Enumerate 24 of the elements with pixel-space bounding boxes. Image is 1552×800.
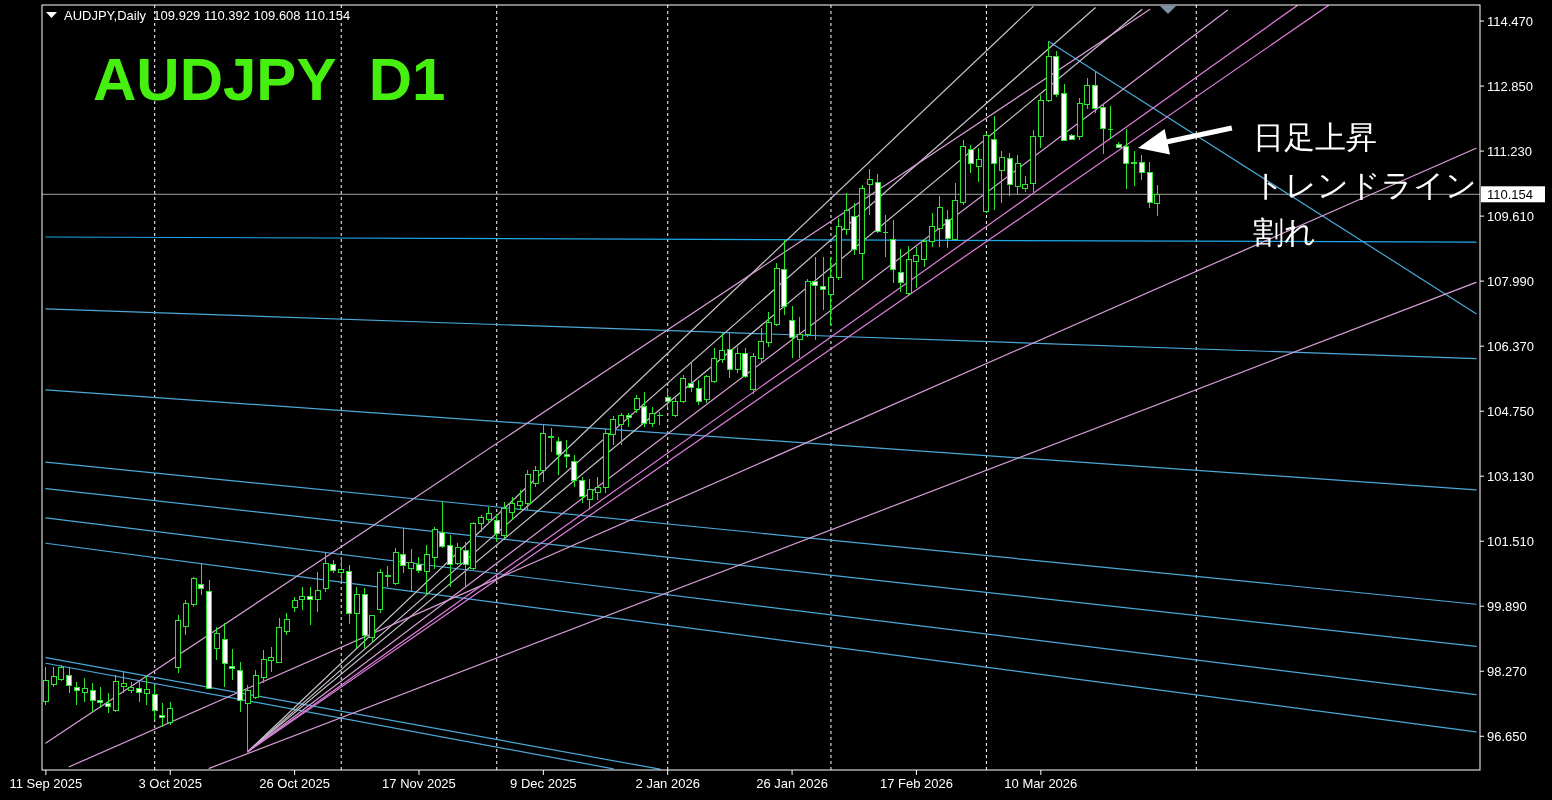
y-tick-label: 98.270 [1487,663,1527,679]
y-tick-label: 103.130 [1487,468,1534,484]
y-tick-label: 112.850 [1487,78,1534,94]
y-tick-label: 99.890 [1487,598,1527,614]
y-tick-label: 106.370 [1487,338,1534,354]
chart-subtitle: AUDJPY,Daily 109.929 110.392 109.608 110.154 [64,8,351,23]
y-tick-label: 111.230 [1487,143,1533,159]
y-tick-label: 101.510 [1487,533,1534,549]
text: AUDJPY D1 [93,46,446,113]
x-tick-label: 17 Feb 2026 [879,776,953,791]
y-tick-label: 114.470 [1487,13,1534,29]
x-tick-label: 3 Oct 2025 [138,776,203,791]
y-tick-label: 107.990 [1487,273,1534,289]
x-tick-label: 10 Mar 2026 [1004,776,1078,791]
x-tick-label: 17 Nov 2025 [382,776,456,791]
x-tick-label: 11 Sep 2025 [9,776,83,791]
y-tick-label: 96.650 [1487,728,1527,744]
x-tick-label: 9 Dec 2025 [510,776,577,791]
y-tick-label: 104.750 [1487,403,1534,419]
x-tick-label: 2 Jan 2026 [635,776,700,791]
ref-line-label: 110.154 [1487,186,1534,202]
y-tick-label: 109.610 [1487,208,1534,224]
x-tick-label: 26 Jan 2026 [756,776,828,791]
x-tick-label: 26 Oct 2025 [259,776,331,791]
